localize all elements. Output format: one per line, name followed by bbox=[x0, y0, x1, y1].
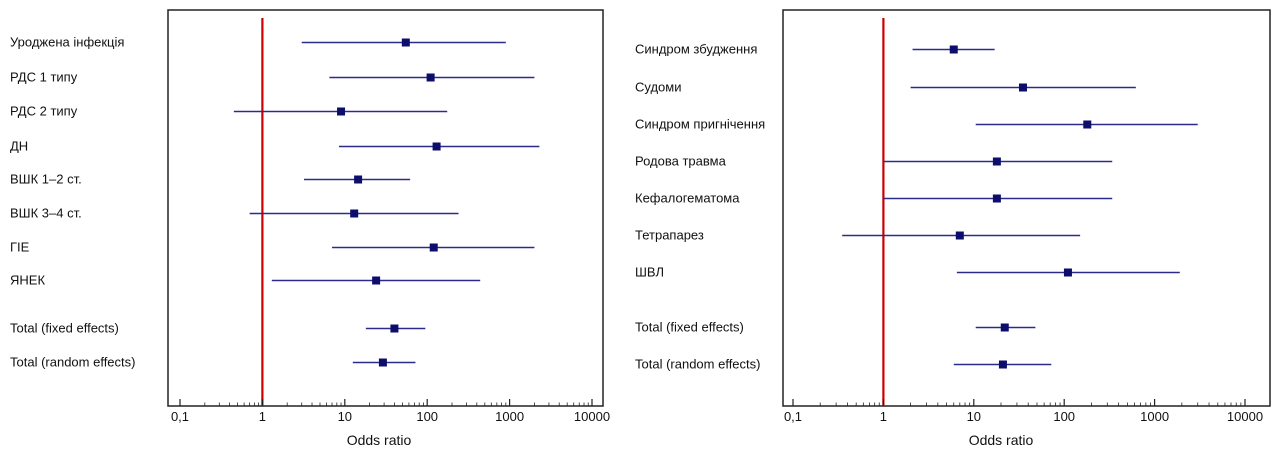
x-tick-label: 10 bbox=[967, 409, 981, 424]
odds-ratio-point bbox=[429, 243, 438, 252]
odds-ratio-point bbox=[1083, 120, 1092, 129]
x-axis-title: Odds ratio bbox=[347, 432, 412, 448]
odds-ratio-point bbox=[992, 194, 1001, 203]
row-label: ШВЛ bbox=[635, 265, 664, 280]
x-tick-label: 10000 bbox=[1227, 409, 1263, 424]
x-tick-label: 1 bbox=[880, 409, 887, 424]
x-tick-label: 1 bbox=[259, 409, 266, 424]
row-label: ВШК 1–2 ст. bbox=[10, 172, 82, 187]
row-label: ДН bbox=[10, 139, 28, 154]
row-label: Total (random effects) bbox=[635, 357, 760, 372]
x-tick-label: 10000 bbox=[574, 409, 610, 424]
x-tick-label: 10 bbox=[338, 409, 352, 424]
row-label: Синдром збудження bbox=[635, 42, 757, 57]
odds-ratio-point bbox=[426, 73, 435, 82]
row-label: Синдром пригнічення bbox=[635, 117, 765, 132]
x-tick-label: 100 bbox=[416, 409, 438, 424]
odds-ratio-point bbox=[401, 38, 410, 47]
x-tick-label: 0,1 bbox=[784, 409, 802, 424]
x-axis-title: Odds ratio bbox=[969, 432, 1034, 448]
odds-ratio-point bbox=[955, 231, 964, 240]
odds-ratio-point bbox=[1018, 83, 1027, 92]
odds-ratio-point bbox=[1063, 268, 1072, 277]
odds-ratio-point bbox=[378, 358, 387, 367]
forest-plot-left-svg: 0,1 1 10 100 1000 10000 Odds ratio Уроджена інф… bbox=[10, 9, 610, 448]
forest-plot-left: 0,1 1 10 100 1000 10000 Odds ratio Уроджена інф… bbox=[10, 9, 610, 448]
odds-ratio-point bbox=[337, 107, 346, 116]
row-label: РДС 2 типу bbox=[10, 104, 78, 119]
row-label: Total (random effects) bbox=[10, 355, 135, 370]
odds-ratio-point bbox=[354, 175, 363, 184]
row-label: РДС 1 типу bbox=[10, 70, 78, 85]
row-label: Кефалогематома bbox=[635, 191, 740, 206]
x-tick-label: 1000 bbox=[495, 409, 524, 424]
row-label: Родова травма bbox=[635, 154, 727, 169]
x-tick-label: 100 bbox=[1053, 409, 1075, 424]
x-tick-label: 0,1 bbox=[171, 409, 189, 424]
row-label: Тетрапарез bbox=[635, 228, 704, 243]
row-label: ЯНЕК bbox=[10, 273, 45, 288]
odds-ratio-point bbox=[949, 45, 958, 54]
odds-ratio-point bbox=[998, 360, 1007, 369]
row-label: Судоми bbox=[635, 80, 681, 95]
row-label: Уроджена інфекція bbox=[10, 35, 124, 50]
odds-ratio-point bbox=[350, 209, 359, 218]
odds-ratio-point bbox=[432, 142, 441, 151]
odds-ratio-point bbox=[390, 324, 399, 333]
row-label: ВШК 3–4 ст. bbox=[10, 206, 82, 221]
row-label: Total (fixed effects) bbox=[10, 321, 119, 336]
forest-plot-right-svg: 0,1 1 10 100 1000 10000 Odds ratio Синдром збуд… bbox=[635, 9, 1271, 448]
x-tick-label: 1000 bbox=[1140, 409, 1169, 424]
plot-frame bbox=[167, 9, 604, 407]
plot-frame bbox=[782, 9, 1271, 407]
odds-ratio-point bbox=[1000, 323, 1009, 332]
row-label: Total (fixed effects) bbox=[635, 320, 744, 335]
odds-ratio-point bbox=[372, 276, 381, 285]
row-label: ГІЕ bbox=[10, 240, 30, 255]
forest-plot-right: 0,1 1 10 100 1000 10000 Odds ratio Синдром збуд… bbox=[625, 0, 1271, 454]
odds-ratio-point bbox=[992, 157, 1001, 166]
